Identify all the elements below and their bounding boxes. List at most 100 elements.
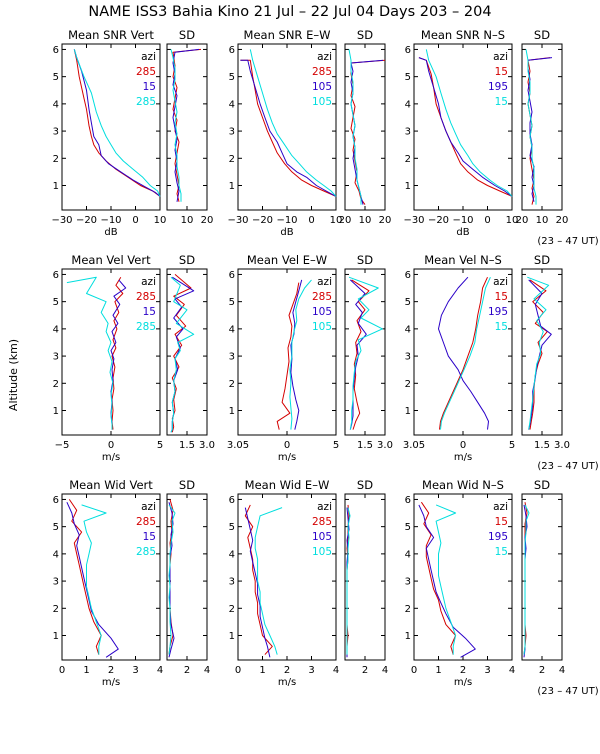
x-tick-label: 4	[333, 665, 339, 676]
x-tick-label: 2	[284, 665, 290, 676]
y-tick-label: 2	[405, 379, 411, 390]
time-range-note: (23 – 47 UT)	[537, 686, 598, 697]
y-axis-label: Altitude (km)	[7, 339, 20, 411]
legend-header: azi	[493, 501, 508, 513]
x-tick-label: 3.0	[554, 440, 570, 451]
panel-title: SD	[534, 253, 550, 267]
y-tick-label: 6	[229, 495, 235, 506]
series-line-blue	[438, 276, 489, 430]
legend-entry: 105	[312, 81, 332, 93]
x-tick-label: 2	[460, 665, 466, 676]
y-tick-label: 4	[53, 549, 59, 560]
x-tick-label: 10	[506, 215, 519, 226]
x-tick-label: 10	[359, 215, 372, 226]
y-tick-label: 4	[405, 324, 411, 335]
series-line-cyan	[289, 279, 312, 430]
x-tick-label: 1	[83, 665, 89, 676]
legend-header: azi	[141, 276, 156, 288]
x-axis-label: dB	[104, 227, 117, 238]
x-tick-label: 20	[201, 215, 214, 226]
series-line-red	[73, 49, 161, 197]
panel-13: SD 2 4	[166, 478, 210, 676]
x-tick-label: 3.05	[227, 440, 249, 451]
x-tick-label: 1	[259, 665, 265, 676]
series-line-cyan	[523, 504, 530, 655]
x-axis-label: dB	[456, 227, 469, 238]
panel-title: SD	[179, 253, 195, 267]
y-tick-label: 1	[405, 181, 411, 192]
y-tick-label: 2	[229, 604, 235, 615]
y-tick-label: 4	[53, 99, 59, 110]
x-tick-label: 20	[339, 215, 352, 226]
legend-entry: 15	[495, 96, 508, 108]
panel-7: SD 1.5 3.0	[166, 253, 215, 451]
x-tick-label: 1	[435, 665, 441, 676]
x-tick-label: 3.0	[199, 440, 215, 451]
panel-14: Mean Wid E–W 1 2 3 4 5 6 0 1 2 3 4 m/s azi 285 105 105	[229, 478, 340, 688]
x-axis-label: m/s	[102, 452, 120, 463]
series-line-red	[350, 59, 386, 205]
legend-entry: 105	[312, 321, 332, 333]
y-tick-label: 3	[53, 127, 59, 138]
panel-title: SD	[357, 253, 373, 267]
y-tick-label: 2	[405, 154, 411, 165]
series-line-cyan	[425, 49, 513, 197]
x-axis-label: m/s	[278, 452, 296, 463]
x-tick-label: 4	[382, 665, 388, 676]
panel-title: Mean SNR N–S	[421, 28, 505, 42]
series-line-cyan	[525, 49, 537, 205]
x-tick-label: −30	[403, 215, 424, 226]
y-tick-label: 4	[229, 99, 235, 110]
legend-entry: 285	[136, 66, 156, 78]
series-line-blue	[244, 507, 271, 658]
panel-title: Mean Vel Vert	[71, 253, 151, 267]
panel-15: SD 2 4	[344, 478, 388, 676]
y-tick-label: 4	[405, 549, 411, 560]
x-tick-label: −10	[452, 215, 473, 226]
legend-entry: 105	[312, 546, 332, 558]
series-line-blue	[240, 59, 337, 197]
y-tick-label: 3	[53, 577, 59, 588]
x-axis-label: m/s	[454, 677, 472, 688]
panel-11: SD 1.5 3.0	[521, 253, 570, 451]
y-tick-label: 6	[53, 270, 59, 281]
series-line-cyan	[170, 49, 182, 202]
x-tick-label: 4	[204, 665, 210, 676]
x-tick-label: 0	[484, 215, 490, 226]
series-line-cyan	[66, 276, 114, 430]
x-tick-label: 1.5	[357, 440, 373, 451]
legend-entry: 285	[136, 291, 156, 303]
series-line-red	[418, 57, 513, 197]
x-tick-label: 0	[411, 665, 417, 676]
legend-entry: 285	[136, 516, 156, 528]
series-line-red	[111, 276, 124, 430]
legend-entry: 285	[312, 291, 332, 303]
panel-title: Mean Wid E–W	[245, 478, 330, 492]
x-tick-label: −30	[227, 215, 248, 226]
y-tick-label: 2	[229, 154, 235, 165]
series-line-cyan	[81, 504, 107, 655]
y-tick-label: 3	[53, 352, 59, 363]
y-tick-label: 6	[53, 495, 59, 506]
series-line-blue	[66, 501, 119, 658]
y-tick-label: 3	[229, 352, 235, 363]
x-tick-label: 3.05	[403, 440, 425, 451]
legend-entry: 15	[143, 81, 156, 93]
x-tick-label: −20	[252, 215, 273, 226]
y-tick-label: 5	[53, 522, 59, 533]
series-line-cyan	[527, 276, 550, 430]
legend-entry: 285	[136, 96, 156, 108]
x-tick-label: 3	[132, 665, 138, 676]
y-tick-label: 5	[53, 72, 59, 83]
legend-header: azi	[493, 51, 508, 63]
legend-entry: 285	[312, 66, 332, 78]
y-tick-label: 3	[405, 127, 411, 138]
legend-entry: 105	[312, 96, 332, 108]
legend-entry: 285	[136, 546, 156, 558]
y-tick-label: 5	[405, 297, 411, 308]
series-line-red	[351, 279, 370, 430]
y-tick-label: 1	[53, 631, 59, 642]
panel-title: SD	[179, 28, 195, 42]
